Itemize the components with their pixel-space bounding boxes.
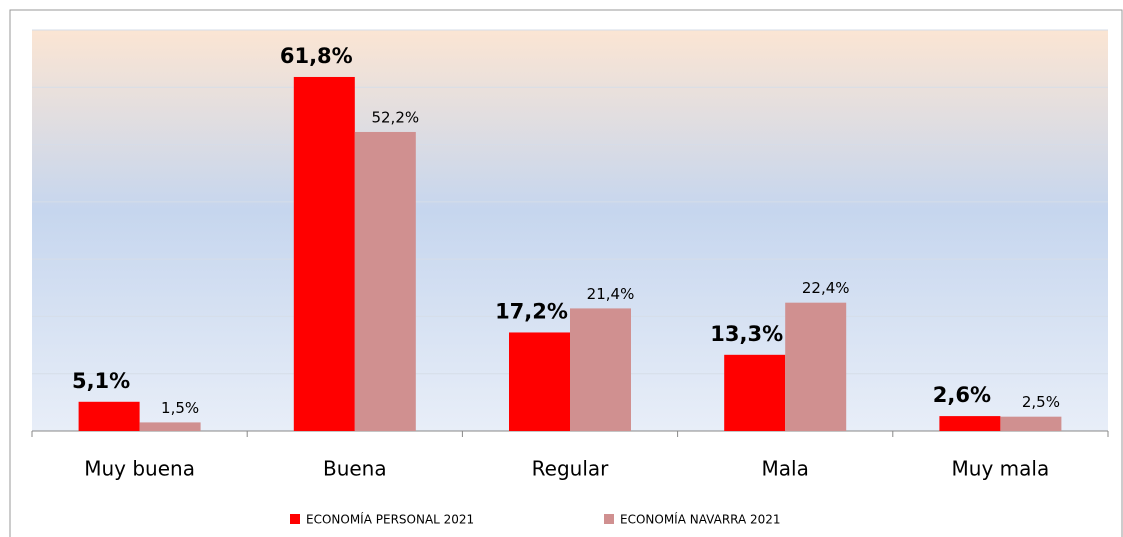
- x-tick-label: Buena: [323, 457, 387, 481]
- x-tick-label: Mala: [762, 457, 809, 481]
- bar: [78, 401, 140, 431]
- data-label: 2,6%: [933, 383, 991, 407]
- data-label: 61,8%: [280, 44, 353, 68]
- legend-swatch: [290, 514, 300, 524]
- bar: [293, 76, 355, 431]
- bar: [1000, 416, 1062, 431]
- legend-label: ECONOMÍA PERSONAL 2021: [306, 512, 474, 527]
- data-label: 1,5%: [161, 399, 199, 417]
- data-label: 52,2%: [371, 108, 419, 126]
- bar: [939, 416, 1001, 431]
- legend-label: ECONOMÍA NAVARRA 2021: [620, 512, 781, 527]
- data-label: 5,1%: [72, 369, 130, 393]
- data-label: 17,2%: [495, 299, 568, 323]
- data-label: 2,5%: [1022, 393, 1060, 411]
- legend-swatch: [604, 514, 614, 524]
- x-tick-label: Regular: [532, 457, 609, 481]
- x-tick-label: Muy mala: [952, 457, 1050, 481]
- data-label: 21,4%: [587, 285, 635, 303]
- data-label: 22,4%: [802, 279, 850, 297]
- bar: [509, 332, 570, 431]
- bar: [139, 422, 201, 431]
- data-label: 13,3%: [710, 322, 783, 346]
- bar: [570, 308, 631, 431]
- chart-frame: [9, 9, 1123, 537]
- x-tick-label: Muy buena: [84, 457, 195, 481]
- bar: [354, 131, 416, 431]
- bar: [724, 354, 786, 431]
- bar: [785, 302, 847, 431]
